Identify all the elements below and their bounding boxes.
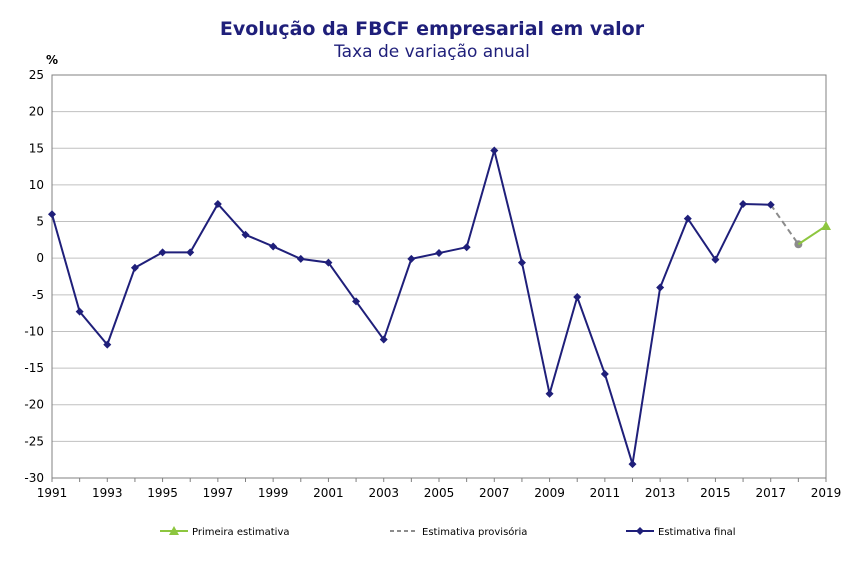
data-point	[379, 335, 388, 344]
y-tick-label: 25	[29, 68, 44, 82]
data-point	[517, 258, 526, 267]
y-tick-label: 0	[36, 251, 44, 265]
data-point	[545, 389, 554, 398]
data-point	[573, 293, 582, 302]
legend-label: Estimativa final	[658, 527, 736, 538]
x-tick-label: 1991	[37, 486, 68, 500]
data-point	[48, 210, 56, 219]
y-tick-label: -10	[24, 324, 44, 338]
data-point	[636, 527, 644, 535]
y-tick-label: 5	[36, 215, 44, 229]
legend-label: Estimativa provisória	[422, 526, 527, 538]
x-tick-label: 2001	[313, 486, 344, 500]
data-point	[766, 200, 775, 209]
data-point	[269, 242, 278, 251]
x-tick-label: 2003	[368, 486, 399, 500]
x-tick-label: 1995	[147, 486, 178, 500]
data-point	[186, 248, 195, 257]
legend-label: Primeira estimativa	[192, 527, 290, 538]
data-point	[821, 220, 831, 230]
y-tick-label: -20	[24, 398, 44, 412]
x-tick-label: 2005	[424, 486, 455, 500]
data-point	[296, 254, 305, 263]
series-line	[797, 225, 827, 246]
x-tick-label: 2015	[700, 486, 731, 500]
data-point	[490, 146, 499, 155]
data-point	[241, 230, 250, 239]
data-point	[213, 199, 222, 208]
data-point	[683, 214, 692, 223]
x-tick-label: 1999	[258, 486, 289, 500]
y-tick-label: -15	[24, 361, 44, 375]
y-tick-label: 10	[29, 178, 44, 192]
legend: Primeira estimativa Estimativa provisória…	[160, 526, 736, 538]
series-line	[769, 204, 800, 245]
x-tick-label: 1993	[92, 486, 123, 500]
data-point	[169, 526, 179, 535]
x-tick-label: 2019	[811, 486, 842, 500]
y-tick-label: -30	[24, 471, 44, 485]
x-tick-label: 1997	[203, 486, 234, 500]
y-axis-label: %	[46, 53, 58, 67]
data-point	[628, 460, 637, 469]
series	[48, 146, 831, 469]
grid	[52, 74, 826, 479]
data-point	[352, 297, 361, 306]
data-point	[130, 263, 139, 272]
y-tick-label: 20	[29, 105, 44, 119]
chart-subtitle: Taxa de variação anual	[334, 42, 530, 62]
data-point	[600, 369, 609, 378]
x-tick-label: 2017	[755, 486, 786, 500]
data-point	[324, 258, 333, 267]
data-point	[407, 254, 416, 263]
x-tick-label: 2009	[534, 486, 565, 500]
data-point	[158, 248, 167, 257]
series-line	[51, 146, 771, 465]
data-point	[656, 283, 665, 292]
plot-frame	[51, 74, 827, 479]
data-point	[739, 199, 748, 208]
data-point	[435, 249, 443, 258]
x-tick-label: 2007	[479, 486, 510, 500]
y-tick-label: -25	[24, 434, 44, 448]
x-tick-label: 2013	[645, 486, 676, 500]
data-point	[462, 243, 471, 252]
x-tick-label: 2011	[590, 486, 621, 500]
y-tick-label: -5	[32, 288, 44, 302]
y-tick-label: 15	[29, 141, 44, 155]
chart-title: Evolução da FBCF empresarial em valor	[219, 18, 645, 40]
data-point	[103, 340, 112, 349]
data-point	[75, 307, 84, 316]
data-point	[711, 255, 720, 264]
